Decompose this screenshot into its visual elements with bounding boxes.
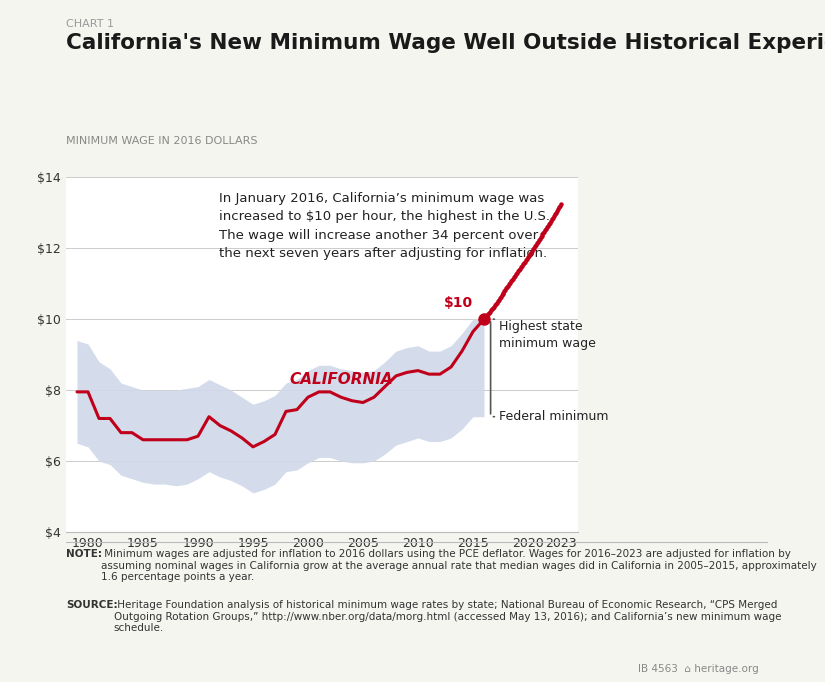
Text: Highest state
minimum wage: Highest state minimum wage: [499, 320, 596, 350]
Text: California's New Minimum Wage Well Outside Historical Experience: California's New Minimum Wage Well Outsi…: [66, 33, 825, 53]
Text: CHART 1: CHART 1: [66, 19, 114, 29]
Text: In January 2016, California’s minimum wage was
increased to $10 per hour, the hi: In January 2016, California’s minimum wa…: [219, 192, 550, 260]
Text: SOURCE:: SOURCE:: [66, 600, 118, 610]
Text: NOTE:: NOTE:: [66, 549, 102, 559]
Text: MINIMUM WAGE IN 2016 DOLLARS: MINIMUM WAGE IN 2016 DOLLARS: [66, 136, 257, 147]
Text: Heritage Foundation analysis of historical minimum wage rates by state; National: Heritage Foundation analysis of historic…: [114, 600, 781, 634]
Text: Minimum wages are adjusted for inflation to 2016 dollars using the PCE deflator.: Minimum wages are adjusted for inflation…: [101, 549, 818, 582]
Text: Federal minimum: Federal minimum: [499, 410, 609, 424]
Text: CALIFORNIA: CALIFORNIA: [290, 372, 393, 387]
Text: IB 4563  ⌂ heritage.org: IB 4563 ⌂ heritage.org: [639, 664, 759, 674]
Text: $10: $10: [444, 296, 473, 310]
